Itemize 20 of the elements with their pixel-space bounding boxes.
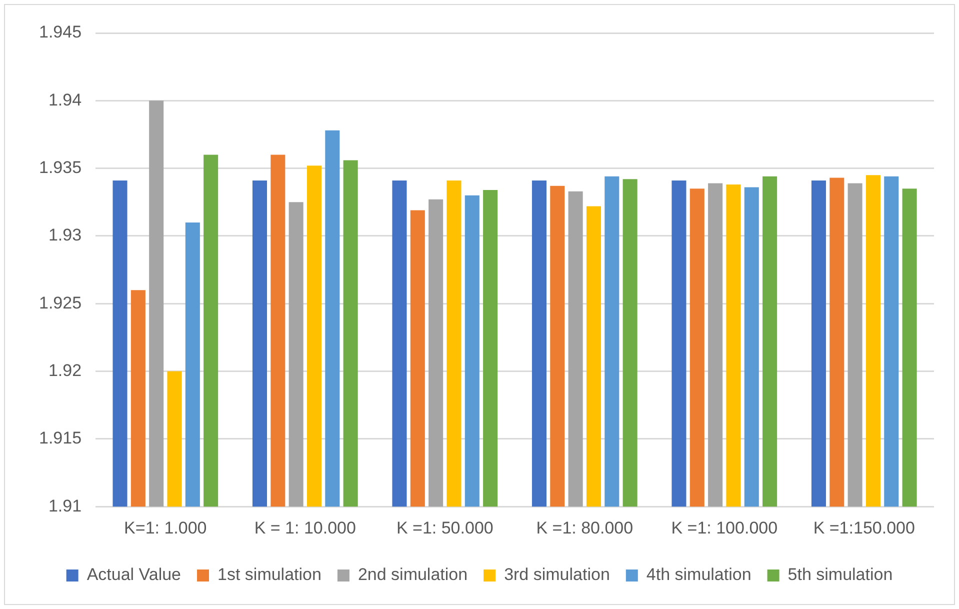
x-tick-label: K =1: 50.000 <box>396 518 494 538</box>
x-tick-label: K =1: 80.000 <box>536 518 634 538</box>
y-tick-label: 1.935 <box>38 158 82 177</box>
y-tick-label: 1.925 <box>38 293 82 312</box>
y-tick-label: 1.945 <box>38 22 82 42</box>
legend-label: 3rd simulation <box>504 565 610 584</box>
y-tick-label: 1.94 <box>48 90 82 110</box>
y-tick-label: 1.91 <box>48 496 82 516</box>
x-tick-label: K =1: 100.000 <box>671 518 778 538</box>
legend-label: 5th simulation <box>788 565 893 584</box>
y-tick-label: 1.92 <box>48 360 82 380</box>
y-tick-label: 1.93 <box>48 226 82 245</box>
y-tick-label: 1.915 <box>38 428 82 448</box>
legend-label: Actual Value <box>86 565 182 584</box>
x-tick-label: K =1:150.000 <box>813 518 915 538</box>
x-tick-label: K=1: 1.000 <box>124 518 207 538</box>
x-tick-label: K = 1: 10.000 <box>254 518 356 538</box>
legend-label: 2nd simulation <box>358 565 468 584</box>
legend-label: 1st simulation <box>218 565 322 584</box>
legend-label: 4th simulation <box>646 565 752 584</box>
